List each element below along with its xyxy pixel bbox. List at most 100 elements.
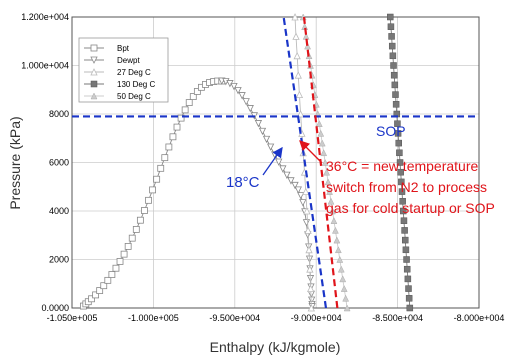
data-point bbox=[339, 275, 347, 283]
data-point bbox=[246, 105, 254, 113]
data-point bbox=[189, 93, 197, 100]
x-axis-title: Enthalpy (kJ/kgmole) bbox=[210, 339, 341, 355]
data-point bbox=[149, 186, 156, 194]
data-point bbox=[317, 129, 325, 137]
data-point bbox=[293, 51, 301, 60]
data-point bbox=[405, 285, 412, 292]
legend-marker bbox=[90, 56, 98, 64]
data-point bbox=[304, 226, 312, 234]
legend-item: 27 Deg C bbox=[84, 68, 151, 77]
blue-arrow bbox=[262, 146, 283, 176]
data-point bbox=[169, 133, 177, 141]
data-point bbox=[161, 154, 169, 162]
data-point bbox=[296, 110, 305, 118]
data-point bbox=[403, 256, 410, 263]
data-point bbox=[145, 196, 152, 204]
data-point bbox=[396, 159, 404, 166]
legend: Bpt Dewpt 27 Deg C 130 Deg C 50 Deg C bbox=[78, 37, 169, 103]
tick-labels: -1.050e+005 -1.000e+005 -9.500e+004 -9.000e… bbox=[21, 12, 504, 323]
y-tick-label: 1.000e+004 bbox=[21, 61, 69, 71]
temp-18c-label: 18°C bbox=[226, 174, 260, 191]
data-point bbox=[258, 127, 267, 136]
data-point bbox=[334, 246, 342, 254]
red-arrow bbox=[299, 140, 323, 164]
data-point bbox=[128, 234, 136, 242]
data-point bbox=[324, 178, 332, 186]
temp-36c-label-line1: 36°C = new temperature bbox=[326, 158, 479, 174]
data-point bbox=[320, 149, 328, 157]
legend-label: 130 Deg C bbox=[117, 80, 155, 89]
data-point bbox=[404, 275, 412, 283]
data-point bbox=[120, 250, 128, 258]
data-point bbox=[153, 175, 161, 183]
data-point bbox=[299, 199, 307, 207]
data-point bbox=[306, 265, 314, 273]
data-point bbox=[254, 120, 263, 128]
data-point bbox=[387, 13, 394, 21]
y-tick-label: 8000 bbox=[49, 109, 69, 119]
y-tick-label: 1.200e+004 bbox=[21, 12, 69, 22]
data-point bbox=[336, 255, 344, 263]
data-point bbox=[92, 291, 100, 299]
data-point bbox=[342, 294, 350, 302]
x-tick-label: -9.000e+004 bbox=[291, 313, 342, 323]
data-point bbox=[88, 295, 95, 303]
legend-marker bbox=[90, 68, 98, 76]
legend-label: Bpt bbox=[117, 44, 130, 53]
data-point bbox=[297, 192, 305, 200]
legend-item: 130 Deg C bbox=[84, 80, 155, 89]
data-point bbox=[230, 82, 238, 91]
data-point bbox=[315, 120, 323, 127]
data-point bbox=[395, 139, 402, 147]
legend-label: 27 Deg C bbox=[117, 68, 151, 77]
data-point bbox=[396, 149, 403, 157]
y-tick-label: 4000 bbox=[49, 206, 69, 216]
data-point bbox=[124, 243, 132, 250]
data-point bbox=[193, 88, 201, 95]
data-point bbox=[294, 71, 302, 79]
data-point bbox=[398, 188, 406, 195]
data-point bbox=[291, 13, 299, 21]
data-point bbox=[104, 276, 112, 284]
legend-label: 50 Deg C bbox=[117, 92, 151, 101]
temp-36c-label-line3: gas for cold startup or SOP bbox=[326, 200, 495, 216]
data-point bbox=[387, 23, 395, 30]
data-point bbox=[275, 158, 283, 166]
data-point bbox=[405, 295, 413, 302]
data-point bbox=[292, 32, 300, 40]
series-layer bbox=[79, 13, 414, 312]
data-point bbox=[173, 123, 181, 131]
data-point bbox=[326, 188, 333, 195]
data-point bbox=[327, 197, 335, 205]
data-point bbox=[305, 245, 313, 254]
data-point bbox=[333, 236, 341, 244]
data-point bbox=[390, 62, 397, 69]
legend-item: Dewpt bbox=[84, 56, 140, 65]
legend-marker bbox=[90, 80, 98, 88]
data-point bbox=[400, 207, 407, 215]
data-point bbox=[262, 135, 271, 144]
legend-item: Bpt bbox=[84, 44, 130, 53]
data-point bbox=[388, 42, 396, 50]
x-tick-label: -9.500e+004 bbox=[209, 313, 260, 323]
data-point bbox=[141, 207, 148, 214]
data-point bbox=[238, 92, 246, 100]
data-point bbox=[329, 207, 336, 215]
data-point bbox=[287, 177, 295, 185]
data-point bbox=[116, 258, 124, 265]
data-point bbox=[136, 216, 144, 224]
data-point bbox=[402, 246, 410, 254]
data-point bbox=[291, 181, 299, 190]
data-point bbox=[340, 285, 348, 292]
data-point bbox=[321, 158, 329, 166]
data-point bbox=[332, 226, 339, 234]
data-point bbox=[266, 143, 275, 151]
legend-marker bbox=[90, 44, 98, 52]
series-130-deg-c bbox=[387, 13, 414, 312]
y-tick-label: 2000 bbox=[49, 255, 69, 265]
data-point bbox=[398, 178, 405, 186]
data-point bbox=[323, 168, 331, 176]
data-point bbox=[318, 139, 326, 147]
data-point bbox=[390, 71, 398, 79]
x-tick-label: -8.500e+004 bbox=[372, 313, 423, 323]
